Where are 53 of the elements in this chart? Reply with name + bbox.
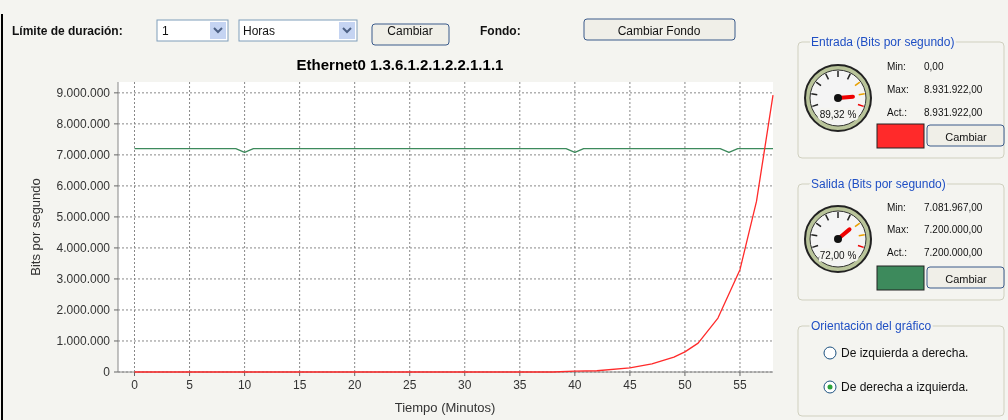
y-tick-label: 0 [103, 365, 111, 379]
text: 89,32 % [819, 109, 857, 120]
y-tick-label: 6.000.000 [56, 178, 111, 193]
text: Min: [887, 61, 906, 72]
text: Act.: [887, 107, 908, 118]
text: Min: [887, 202, 906, 213]
x-tick-label: 5 [186, 378, 194, 392]
text: 8.931.922,00 [924, 84, 983, 95]
text: Límite de duración: [12, 24, 123, 38]
text: 8.931.922,00 [924, 107, 983, 118]
text: Salida (Bits por segundo) [811, 177, 946, 191]
text: 7.200.000,00 [924, 247, 983, 258]
y-tick-label: 2.000.000 [56, 302, 111, 317]
text: 1 [162, 24, 169, 38]
text: De izquierda a derecha. [841, 346, 969, 360]
text: Cambiar [945, 131, 988, 143]
x-tick-label: 30 [458, 378, 472, 392]
text: 7.081.967,00 [924, 202, 983, 213]
x-axis-title: Tiempo (Minutos) [394, 400, 496, 415]
text: Fondo: [480, 24, 521, 38]
text: Horas [243, 24, 276, 38]
y-tick-label: 9.000.000 [56, 85, 111, 100]
y-tick-label: 4.000.000 [56, 240, 111, 255]
x-tick-label: 20 [348, 378, 362, 392]
x-tick-label: 35 [513, 378, 527, 392]
text: Cambiar [945, 273, 988, 285]
text: Max: [887, 84, 909, 95]
text: Max: [887, 224, 909, 235]
y-tick-label: 5.000.000 [56, 209, 111, 224]
text: Orientación del gráfico [811, 319, 932, 333]
chart-title: Ethernet0 1.3.6.1.2.1.2.2.1.1.1 [296, 56, 504, 73]
text: 0,00 [924, 61, 944, 72]
y-tick-label: 1.000.000 [56, 333, 111, 348]
text: Cambiar Fondo [617, 24, 701, 38]
text: 7.200.000,00 [924, 224, 983, 235]
x-tick-label: 25 [403, 378, 417, 392]
x-tick-label: 40 [568, 378, 582, 392]
x-tick-label: 15 [292, 378, 307, 392]
text: Cambiar [387, 24, 433, 38]
text: Act.: [887, 247, 908, 258]
x-tick-label: 50 [678, 378, 692, 392]
x-tick-label: 0 [131, 378, 139, 392]
y-tick-label: 7.000.000 [56, 147, 111, 162]
x-tick-label: 45 [623, 378, 637, 392]
text: 72,00 % [819, 250, 857, 261]
y-tick-label: 8.000.000 [56, 116, 111, 131]
text: Entrada (Bits por segundo) [811, 35, 955, 49]
x-tick-label: 10 [237, 378, 252, 392]
y-axis-title: Bits por segundo [28, 178, 43, 276]
line-series [133, 94, 774, 373]
y-tick-label: 3.000.000 [56, 271, 111, 286]
x-tick-label: 55 [733, 378, 747, 392]
text: De derecha a izquierda. [841, 380, 969, 394]
